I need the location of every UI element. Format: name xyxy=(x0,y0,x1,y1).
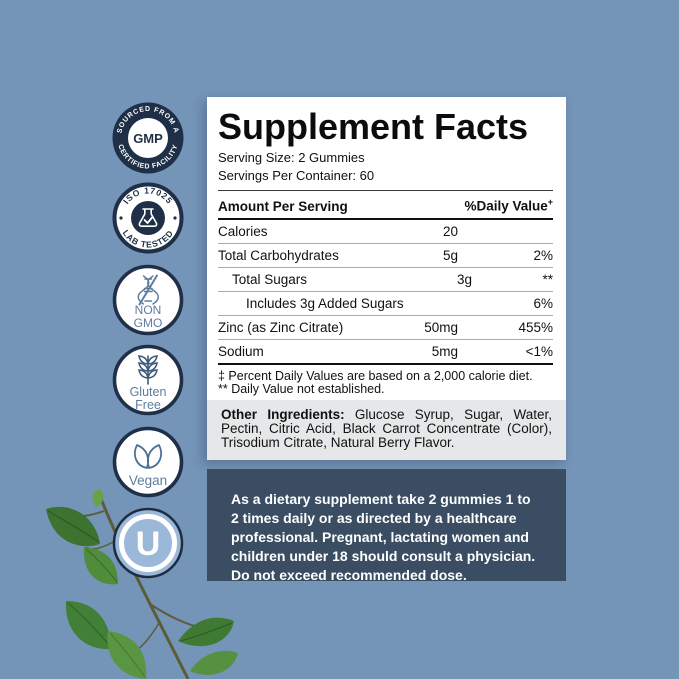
leaf xyxy=(83,547,118,585)
facts-row: Includes 3g Added Sugars 6% xyxy=(218,292,553,316)
badge-non-gmo: NON GMO xyxy=(112,264,184,336)
divider xyxy=(218,362,553,365)
serving-size: Serving Size: 2 Gummies xyxy=(218,150,365,165)
nutrient-name: Zinc (as Zinc Citrate) xyxy=(218,319,344,335)
badge-iso-17025: ISO 17025 LAB TESTED xyxy=(112,182,184,254)
nutrient-amount: 3g xyxy=(456,271,472,287)
other-ingredients-label: Other Ingredients: xyxy=(221,407,345,422)
nutrient-amount: 50mg xyxy=(424,319,458,335)
divider xyxy=(218,190,553,191)
gmp-center-text: GMP xyxy=(133,131,163,146)
leaf xyxy=(65,601,112,650)
leaf xyxy=(107,631,147,679)
nutrient-amount: 5g xyxy=(442,247,458,263)
nutrient-amount: 20 xyxy=(442,223,458,239)
amount-per-serving-label: Amount Per Serving xyxy=(218,198,348,214)
leaf xyxy=(92,489,104,507)
servings-per-container: Servings Per Container: 60 xyxy=(218,168,375,183)
nutrient-name: Includes 3g Added Sugars xyxy=(246,295,404,311)
vegan-label: Vegan xyxy=(129,473,167,488)
directions-text: As a dietary supplement take 2 gummies 1… xyxy=(231,491,536,583)
footnote-not-established: ** Daily Value not established. xyxy=(218,382,385,396)
facts-rows: Calories 20 Total Carbohydrates 5g 2% To… xyxy=(218,220,553,363)
nutrient-daily-value: <1% xyxy=(525,343,553,359)
leaves-icon xyxy=(134,444,162,469)
facts-row: Calories 20 xyxy=(218,220,553,244)
kosher-u-icon xyxy=(119,514,177,572)
facts-row: Sodium 5mg <1% xyxy=(218,340,553,363)
daily-value-footnote-marker: + xyxy=(547,197,553,207)
flask-check-icon xyxy=(138,208,158,227)
panel-title: Supplement Facts xyxy=(218,106,529,147)
badge-gmp: GMP SOURCED FROM A CERTIFIED FACILITY xyxy=(112,102,184,174)
facts-row: Total Sugars 3g ** xyxy=(218,268,553,292)
non-gmo-label-line1: NON xyxy=(135,303,162,317)
footnote-daily-values: ‡ Percent Daily Values are based on a 2,… xyxy=(218,368,533,383)
leaf xyxy=(190,650,238,675)
nutrient-daily-value: 2% xyxy=(533,247,553,263)
divider xyxy=(218,217,553,220)
facts-row: Total Carbohydrates 5g 2% xyxy=(218,244,553,268)
supplement-facts-panel: Supplement Facts Serving Size: 2 Gummies… xyxy=(207,97,566,460)
daily-value-label: %Daily Value+ xyxy=(464,197,553,214)
badge-gluten-free: Gluten Free xyxy=(112,344,184,416)
kosher-u-letter: U xyxy=(136,525,161,563)
nutrient-amount: 5mg xyxy=(431,343,458,359)
nutrient-name: Total Sugars xyxy=(232,271,308,287)
nutrient-name: Sodium xyxy=(218,343,264,359)
non-gmo-label-line2: GMO xyxy=(134,316,163,330)
directions-box: As a dietary supplement take 2 gummies 1… xyxy=(207,469,566,583)
other-ingredients-text: Glucose Syrup, Sugar, Water, Pectin, Cit… xyxy=(221,407,552,450)
facts-header-row: Amount Per Serving %Daily Value+ xyxy=(218,191,553,218)
other-ingredients-box: Other Ingredients: Glucose Syrup, Sugar,… xyxy=(207,400,566,460)
wheat-icon xyxy=(138,355,158,385)
nutrient-daily-value: ** xyxy=(542,271,553,287)
nutrient-name: Total Carbohydrates xyxy=(218,247,339,263)
gluten-free-label-line1: Gluten xyxy=(130,385,167,399)
branch-stem xyxy=(96,490,190,679)
badge-vegan: Vegan xyxy=(112,426,184,498)
facts-row: Zinc (as Zinc Citrate) 50mg 455% xyxy=(218,316,553,340)
gluten-free-label-line2: Free xyxy=(135,398,161,412)
nutrient-daily-value: 455% xyxy=(518,319,553,335)
nutrient-daily-value: 6% xyxy=(533,295,553,311)
nutrient-name: Calories xyxy=(218,223,268,239)
dna-crossed-icon xyxy=(137,274,159,306)
leaf xyxy=(46,506,100,547)
badge-kosher-u: U xyxy=(112,507,184,579)
leaf xyxy=(178,617,234,647)
leaf-branch-illustration xyxy=(46,489,238,679)
